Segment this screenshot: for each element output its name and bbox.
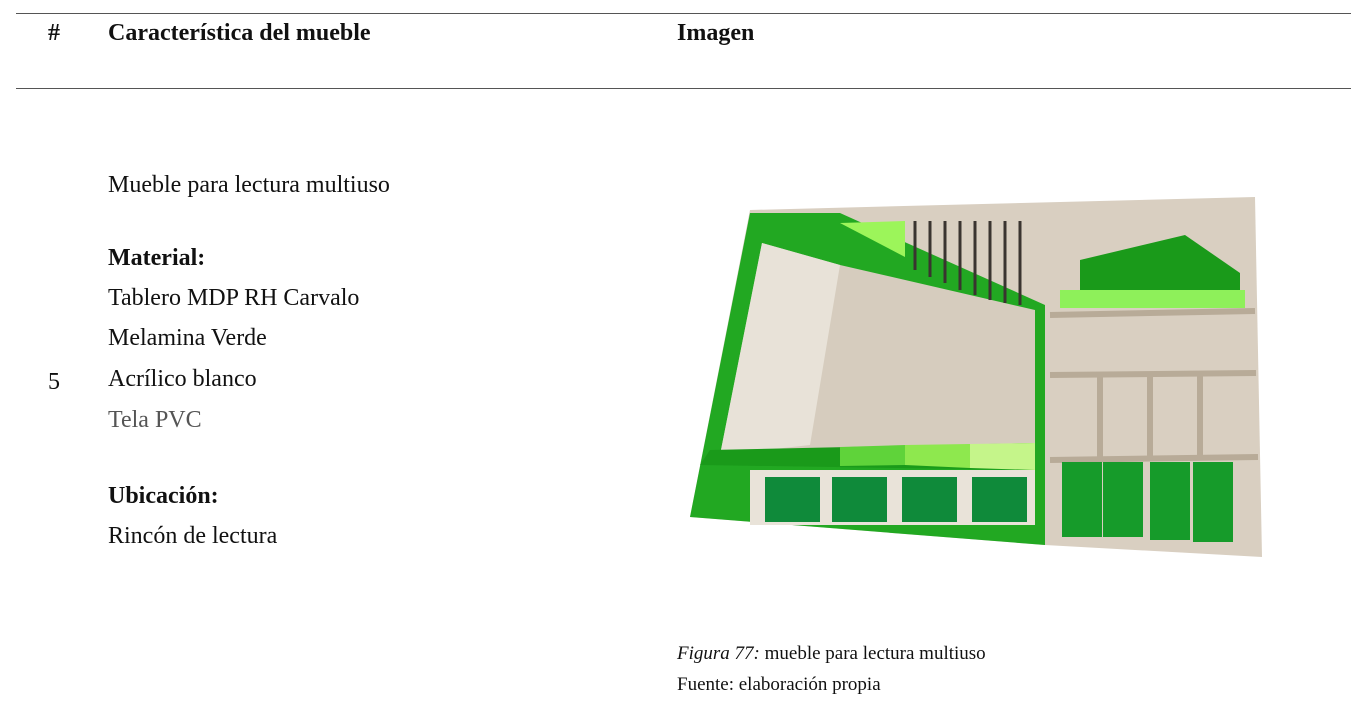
description: Mueble para lectura multiuso	[108, 172, 390, 198]
baskets	[750, 470, 1035, 525]
material-item: Melamina Verde	[108, 325, 267, 351]
row-number: 5	[48, 369, 60, 395]
side-panel	[720, 243, 840, 455]
green-boxes	[1062, 462, 1233, 542]
material-item: Tela PVC	[108, 407, 202, 433]
header-number: #	[48, 20, 60, 46]
location-label: Ubicación:	[108, 483, 219, 509]
material-item: Tablero MDP RH Carvalo	[108, 285, 360, 311]
material-item: Acrílico blanco	[108, 366, 257, 392]
mattress	[1060, 290, 1245, 308]
cabinet-shelves	[1049, 308, 1259, 463]
bench-stripe	[970, 443, 1035, 470]
location: Rincón de lectura	[108, 523, 278, 549]
furniture-image	[690, 197, 1262, 557]
top-rule	[16, 13, 1351, 14]
slats	[913, 221, 1022, 305]
figure-source: Fuente: elaboración propia	[677, 674, 881, 695]
bench-stripe	[840, 445, 905, 466]
top-green	[840, 221, 905, 257]
cushion	[1080, 235, 1240, 297]
material-label: Material:	[108, 245, 206, 271]
header-rule	[16, 88, 1351, 89]
header-image: Imagen	[677, 20, 755, 46]
figure-caption: Figura 77: mueble para lectura multiuso	[677, 642, 986, 666]
bench-stripe	[905, 444, 970, 468]
header-feature: Característica del mueble	[108, 20, 371, 46]
figure-text: mueble para lectura multiuso	[759, 643, 986, 664]
figure-label: Figura 77:	[677, 643, 760, 664]
